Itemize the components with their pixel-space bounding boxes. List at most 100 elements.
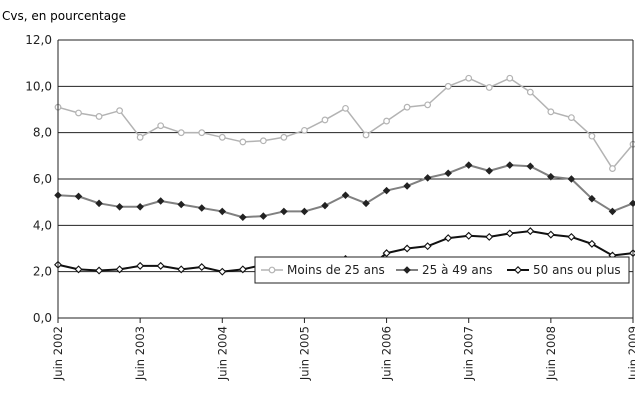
y-tick-label: 0,0 bbox=[33, 311, 52, 325]
data-point bbox=[239, 138, 247, 146]
y-tick-label: 10,0 bbox=[25, 79, 52, 93]
data-point bbox=[115, 203, 124, 211]
data-point bbox=[177, 200, 185, 209]
data-point bbox=[280, 133, 288, 141]
data-point bbox=[259, 137, 267, 145]
data-point bbox=[95, 113, 103, 120]
x-tick-label: Juin 2005 bbox=[297, 326, 311, 381]
series-line bbox=[57, 164, 634, 219]
data-point bbox=[608, 207, 617, 216]
data-point bbox=[218, 133, 226, 141]
data-point bbox=[321, 116, 329, 124]
data-point bbox=[424, 101, 432, 109]
data-point bbox=[342, 104, 349, 112]
data-point bbox=[156, 261, 165, 270]
data-point bbox=[321, 201, 329, 210]
data-point bbox=[567, 232, 576, 241]
data-point bbox=[74, 192, 83, 201]
x-tick-label: Juin 2008 bbox=[544, 326, 558, 381]
y-axis-title: Cvs, en pourcentage bbox=[2, 9, 126, 23]
data-point bbox=[259, 212, 268, 220]
x-tick-label: Juin 2009 bbox=[626, 326, 635, 381]
data-point bbox=[464, 161, 473, 169]
data-point bbox=[74, 265, 83, 274]
data-point bbox=[546, 230, 555, 239]
data-point bbox=[136, 261, 145, 270]
legend-label: Moins de 25 ans bbox=[287, 263, 385, 277]
data-point bbox=[485, 167, 494, 175]
data-point bbox=[177, 265, 186, 274]
series-group bbox=[54, 74, 635, 276]
data-point bbox=[609, 165, 616, 172]
data-point bbox=[423, 242, 432, 251]
data-point bbox=[75, 109, 82, 117]
y-tick-label: 12,0 bbox=[25, 33, 52, 47]
data-point bbox=[514, 266, 522, 274]
data-point bbox=[526, 88, 534, 96]
data-point bbox=[115, 265, 124, 274]
series-line bbox=[57, 77, 634, 170]
data-point bbox=[382, 249, 391, 258]
x-tick-label: Juin 2002 bbox=[51, 326, 65, 381]
data-point bbox=[177, 129, 185, 137]
data-point bbox=[506, 74, 514, 82]
data-point bbox=[423, 174, 432, 182]
data-point bbox=[485, 84, 493, 91]
data-point bbox=[197, 263, 206, 272]
data-point bbox=[629, 249, 635, 258]
plot-frame bbox=[57, 40, 634, 319]
data-point bbox=[136, 203, 144, 211]
data-point bbox=[300, 207, 309, 216]
legend-entry-3: 50 ans ou plus bbox=[507, 263, 621, 277]
data-point bbox=[198, 129, 206, 137]
data-point bbox=[362, 131, 370, 139]
data-point bbox=[383, 117, 390, 125]
data-point bbox=[403, 266, 411, 274]
data-point bbox=[382, 186, 391, 195]
data-point bbox=[444, 234, 453, 243]
data-point bbox=[197, 204, 206, 212]
data-point bbox=[464, 231, 473, 240]
data-point bbox=[156, 197, 165, 205]
data-point bbox=[547, 172, 555, 181]
series-2 bbox=[54, 161, 635, 221]
y-tick-label: 4,0 bbox=[33, 218, 52, 232]
gridlines bbox=[58, 39, 633, 273]
data-point bbox=[444, 169, 452, 177]
data-point bbox=[587, 239, 596, 248]
data-point bbox=[526, 227, 535, 236]
legend-label: 50 ans ou plus bbox=[533, 263, 621, 277]
x-tick-label: Juin 2006 bbox=[380, 326, 394, 381]
data-point bbox=[280, 207, 288, 216]
y-tick-label: 8,0 bbox=[33, 126, 52, 140]
data-point bbox=[403, 103, 411, 111]
data-point bbox=[218, 207, 227, 216]
y-tick-labels: 0,0 2,0 4,0 6,0 8,0 10,0 12,0 bbox=[25, 33, 52, 325]
legend-entry-1: Moins de 25 ans bbox=[261, 263, 385, 277]
data-point bbox=[403, 244, 412, 253]
data-point bbox=[547, 108, 555, 116]
data-point bbox=[218, 267, 227, 276]
data-point bbox=[239, 213, 247, 221]
data-point bbox=[444, 82, 452, 90]
x-tick-label: Juin 2004 bbox=[215, 326, 229, 381]
data-point bbox=[268, 266, 276, 274]
data-point bbox=[362, 199, 370, 208]
data-point bbox=[465, 74, 473, 82]
data-point bbox=[567, 114, 575, 122]
x-tick-label: Juin 2007 bbox=[462, 326, 476, 381]
data-point bbox=[95, 199, 103, 208]
data-point bbox=[485, 232, 494, 241]
data-point bbox=[629, 199, 635, 208]
data-point bbox=[238, 265, 247, 274]
data-point bbox=[588, 194, 596, 203]
data-point bbox=[506, 161, 514, 169]
legend-box bbox=[254, 256, 630, 284]
series-1 bbox=[54, 74, 635, 172]
legend-entry-2: 25 à 49 ans bbox=[396, 263, 493, 277]
data-point bbox=[341, 191, 350, 199]
data-point bbox=[136, 133, 144, 141]
legend: Moins de 25 ans 25 à 49 ans 50 ans ou plus bbox=[254, 256, 630, 284]
data-point bbox=[588, 132, 596, 140]
